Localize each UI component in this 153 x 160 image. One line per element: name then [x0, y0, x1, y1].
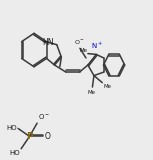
Text: Me: Me	[103, 84, 111, 88]
Text: O$^-$: O$^-$	[74, 38, 85, 46]
Text: O: O	[45, 132, 51, 141]
Text: N$^+$: N$^+$	[91, 41, 103, 51]
Text: HO: HO	[7, 125, 17, 131]
Text: HN: HN	[43, 39, 54, 48]
Text: HO: HO	[10, 150, 20, 156]
Text: O$^-$: O$^-$	[38, 112, 50, 121]
Text: Me: Me	[88, 90, 96, 95]
Text: P: P	[26, 132, 33, 141]
Text: Me: Me	[79, 48, 87, 53]
